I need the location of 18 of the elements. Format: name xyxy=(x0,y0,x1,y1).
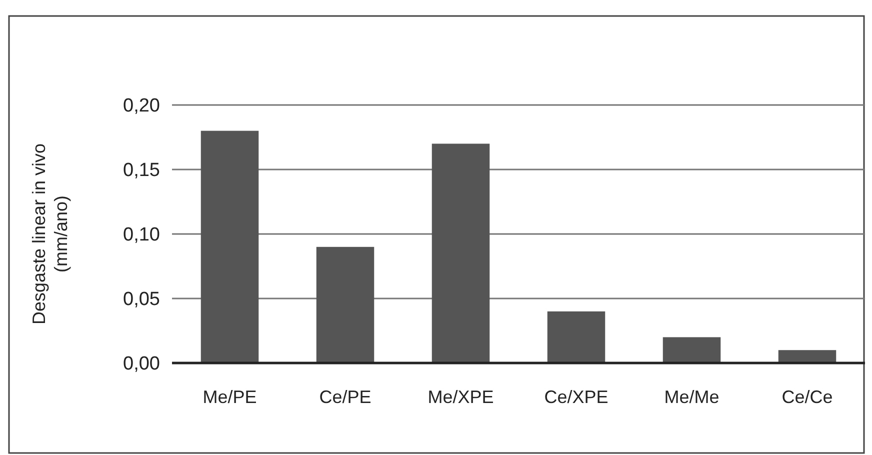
x-tick-label: Ce/Ce xyxy=(782,387,833,407)
bar xyxy=(778,350,836,363)
y-tick-label: 0,00 xyxy=(123,354,160,375)
x-tick-label: Ce/PE xyxy=(319,387,372,407)
bar xyxy=(547,311,606,363)
y-tick-label: 0,20 xyxy=(123,96,160,117)
y-tick-label: 0,15 xyxy=(123,160,160,182)
x-tick-label: Me/PE xyxy=(202,387,257,407)
x-tick-label: Ce/XPE xyxy=(544,387,608,407)
y-axis-title: Desgaste linear in vivo (mm/ano) xyxy=(29,143,71,325)
y-tick-label: 0,05 xyxy=(123,289,160,310)
bar xyxy=(432,144,490,363)
y-tick-label: 0,10 xyxy=(123,224,160,246)
bar xyxy=(662,337,721,363)
x-tick-label: Me/XPE xyxy=(428,387,494,407)
bar xyxy=(316,246,374,363)
bar xyxy=(200,130,259,363)
x-tick-label: Me/Me xyxy=(664,387,720,407)
